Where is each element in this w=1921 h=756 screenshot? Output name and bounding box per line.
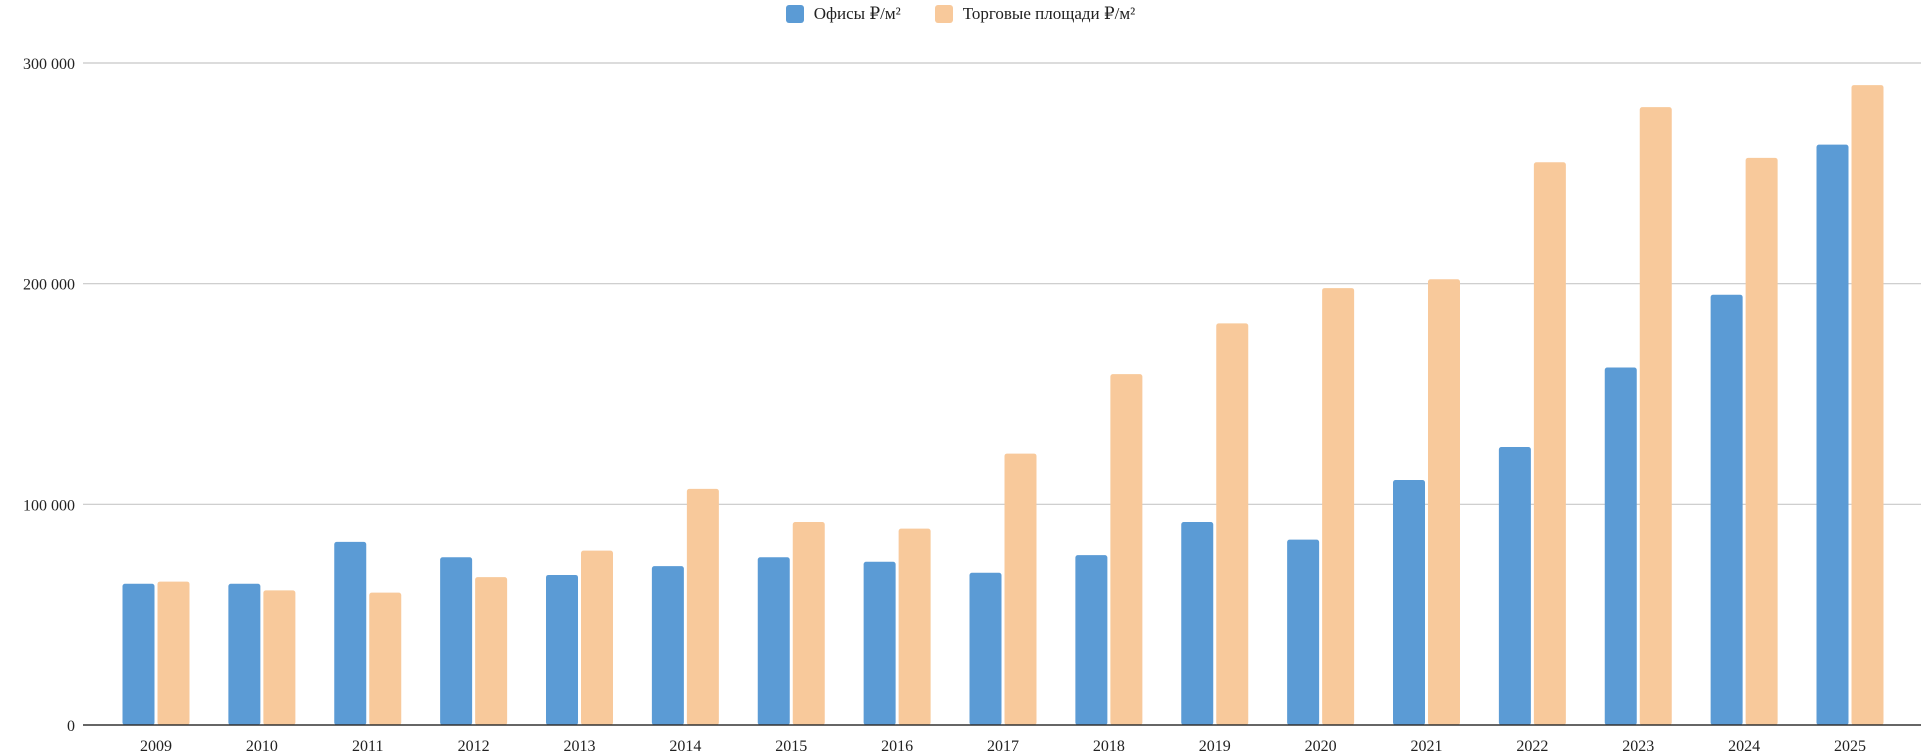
bar-retail-2016[interactable] — [898, 528, 931, 725]
bar-retail-2019[interactable] — [1216, 323, 1249, 725]
bar-offices-2011[interactable] — [334, 541, 367, 725]
x-tick-label: 2013 — [564, 738, 596, 755]
bar-offices-2017[interactable] — [969, 572, 1002, 725]
x-tick-label: 2014 — [669, 738, 701, 755]
bar-retail-2022[interactable] — [1533, 162, 1566, 726]
x-tick-label: 2022 — [1516, 738, 1548, 755]
bar-retail-2013[interactable] — [581, 550, 613, 725]
x-tick-label: 2023 — [1622, 738, 1654, 755]
bar-offices-2020[interactable] — [1287, 539, 1320, 725]
bar-retail-2024[interactable] — [1745, 157, 1778, 726]
x-tick-label: 2018 — [1093, 738, 1125, 755]
x-tick-label: 2011 — [352, 738, 383, 755]
bar-offices-2015[interactable] — [757, 557, 790, 725]
bar-retail-2012[interactable] — [475, 577, 508, 725]
bar-offices-2023[interactable] — [1604, 367, 1637, 725]
bar-offices-2016[interactable] — [863, 561, 896, 725]
bar-retail-2017[interactable] — [1004, 453, 1037, 725]
x-tick-label: 2021 — [1411, 738, 1443, 755]
x-tick-label: 2010 — [246, 738, 278, 755]
x-tick-label: 2019 — [1199, 738, 1231, 755]
y-tick-label: 0 — [67, 718, 75, 735]
bar-offices-2018[interactable] — [1075, 555, 1108, 725]
legend-item-retail[interactable]: Торговые площади ₽/м² — [934, 4, 1136, 24]
bar-retail-2023[interactable] — [1639, 107, 1672, 726]
legend-item-offices[interactable]: Офисы ₽/м² — [785, 4, 901, 24]
bars — [122, 85, 1884, 726]
bar-offices-2010[interactable] — [228, 583, 261, 725]
x-tick-label: 2017 — [987, 738, 1019, 755]
y-tick-label: 200 000 — [23, 277, 75, 294]
y-tick-label: 300 000 — [23, 56, 75, 73]
y-tick-label: 100 000 — [23, 497, 75, 514]
bar-offices-2025[interactable] — [1816, 144, 1849, 725]
legend-label-retail: Торговые площади ₽/м² — [962, 4, 1136, 23]
bar-retail-2021[interactable] — [1428, 279, 1460, 725]
legend-label-offices: Офисы ₽/м² — [813, 4, 901, 23]
bar-retail-2025[interactable] — [1851, 85, 1884, 726]
bar-retail-2018[interactable] — [1110, 374, 1143, 725]
bar-retail-2020[interactable] — [1322, 288, 1355, 725]
bar-retail-2009[interactable] — [157, 581, 190, 725]
bar-offices-2009[interactable] — [122, 583, 155, 725]
bar-offices-2019[interactable] — [1181, 521, 1214, 725]
legend-swatch-offices — [785, 5, 804, 23]
bar-retail-2015[interactable] — [792, 521, 825, 725]
x-tick-label: 2016 — [881, 738, 913, 755]
x-tick-label: 2009 — [140, 738, 172, 755]
x-tick-label: 2025 — [1834, 738, 1866, 755]
y-axis-ticks: 0 100 000 200 000 300 000 — [23, 56, 75, 735]
x-tick-label: 2024 — [1728, 738, 1760, 755]
legend-swatch-retail — [934, 5, 953, 23]
x-tick-label: 2015 — [775, 738, 807, 755]
bar-offices-2012[interactable] — [440, 557, 473, 725]
bar-retail-2011[interactable] — [369, 592, 402, 725]
bar-offices-2022[interactable] — [1498, 446, 1531, 725]
bar-offices-2014[interactable] — [651, 566, 684, 725]
bar-retail-2014[interactable] — [686, 488, 719, 725]
x-axis-ticks: 2009 2010 2011 2012 2013 2014 2015 2016 2017 2018… — [140, 738, 1866, 755]
x-tick-label: 2012 — [458, 738, 490, 755]
bar-offices-2021[interactable] — [1393, 480, 1425, 725]
x-tick-label: 2020 — [1305, 738, 1337, 755]
bar-retail-2010[interactable] — [263, 590, 296, 725]
legend: Офисы ₽/м² Торговые площади ₽/м² — [0, 4, 1921, 24]
bar-offices-2024[interactable] — [1710, 294, 1743, 725]
bar-offices-2013[interactable] — [546, 574, 578, 725]
